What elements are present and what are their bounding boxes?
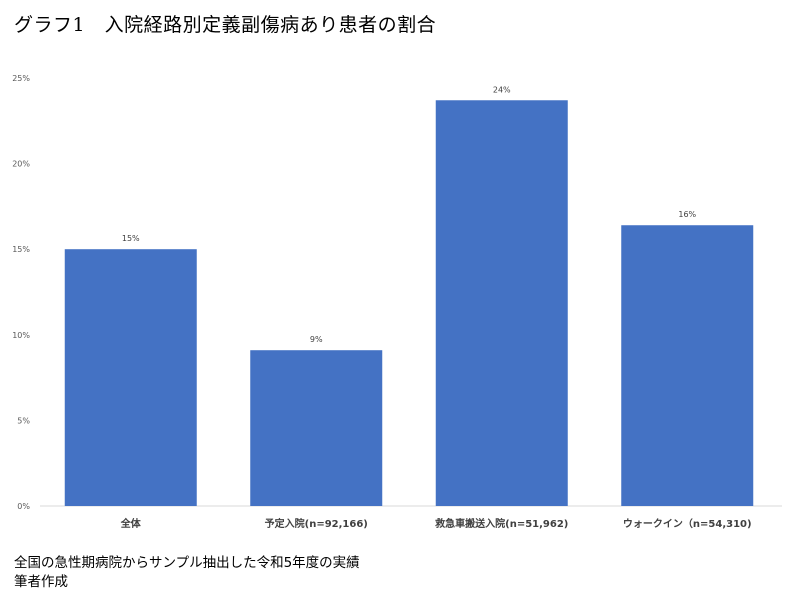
bar bbox=[621, 225, 754, 506]
bar bbox=[435, 100, 568, 507]
x-tick-label: ウォークイン（n=54,310) bbox=[623, 517, 752, 530]
data-label: 16% bbox=[678, 210, 696, 219]
x-axis-labels: 全体 予定入院(n=92,166) 救急車搬送入院(n=51,962) ウォークイン（… bbox=[120, 517, 752, 530]
bars bbox=[64, 100, 754, 507]
y-tick-label: 5% bbox=[17, 416, 30, 425]
x-tick-label: 予定入院(n=92,166) bbox=[265, 517, 368, 530]
bar bbox=[250, 350, 383, 506]
data-label: 15% bbox=[122, 234, 140, 243]
data-labels: 15% 9% 24% 16% bbox=[122, 85, 697, 344]
chart-title: グラフ1 入院経路別定義副傷病あり患者の割合 bbox=[14, 14, 437, 36]
y-tick-label: 20% bbox=[12, 160, 30, 169]
y-axis-ticks: 0% 5% 10% 15% 20% 25% bbox=[12, 74, 30, 511]
y-tick-label: 0% bbox=[17, 502, 30, 511]
y-tick-label: 25% bbox=[12, 74, 30, 83]
data-label: 24% bbox=[493, 85, 511, 94]
x-tick-label: 救急車搬送入院(n=51,962) bbox=[435, 517, 568, 530]
bar bbox=[64, 249, 197, 506]
data-label: 9% bbox=[310, 335, 323, 344]
source-note: 全国の急性期病院からサンプル抽出した令和5年度の実績 bbox=[14, 555, 360, 571]
y-tick-label: 15% bbox=[12, 245, 30, 254]
x-tick-label: 全体 bbox=[120, 517, 142, 530]
y-tick-label: 10% bbox=[12, 331, 30, 340]
author-note: 筆者作成 bbox=[14, 574, 68, 590]
